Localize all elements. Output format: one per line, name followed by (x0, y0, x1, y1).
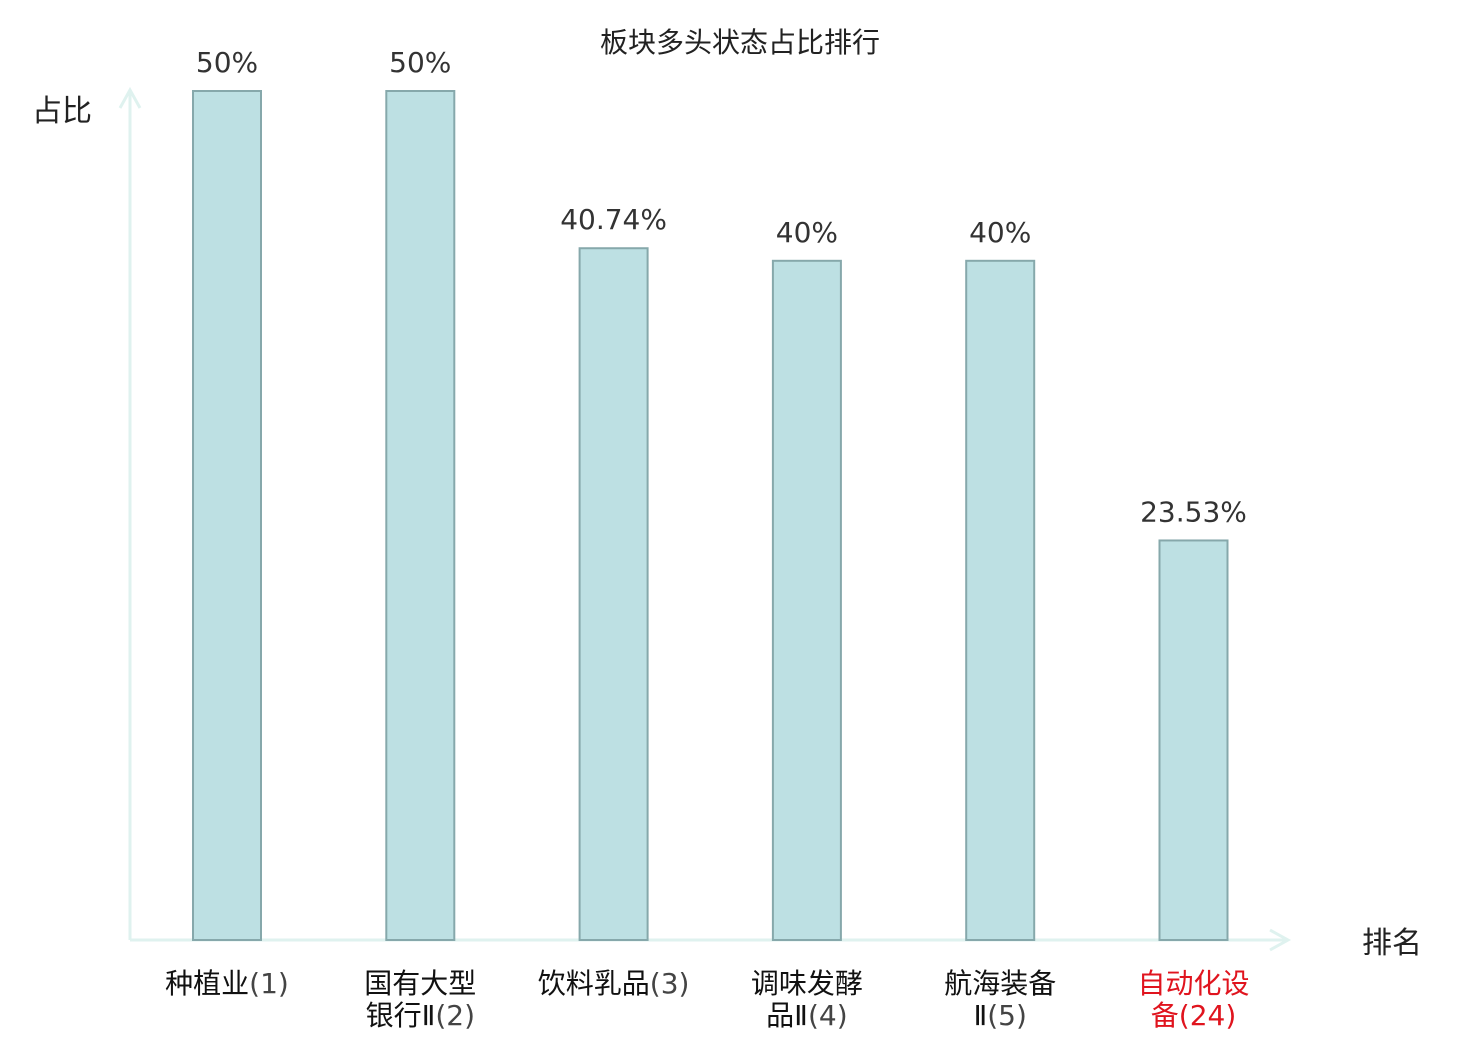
category-label: Ⅱ(5) (973, 999, 1026, 1032)
category-label: 国有大型 (364, 967, 476, 1000)
value-label: 40% (776, 216, 838, 249)
value-label: 23.53% (1140, 495, 1247, 528)
value-labels-group: 50% 50% 40.74% 40% 40% 23.53% (196, 46, 1247, 528)
category-label: 种植业(1) (165, 967, 289, 1000)
y-axis-label: 占比 (32, 94, 92, 129)
bar (965, 259, 1036, 941)
chart-title: 板块多头状态占比排行 (600, 26, 880, 59)
bars-group (192, 90, 1229, 941)
bar (1158, 539, 1229, 941)
bar (771, 259, 842, 941)
category-label: 银行Ⅱ(2) (366, 999, 475, 1032)
y-axis-arrow (118, 86, 142, 109)
x-axis-arrow (1269, 928, 1292, 952)
category-label: 品Ⅱ(4) (766, 999, 847, 1032)
value-label: 50% (389, 46, 451, 79)
value-label: 40.74% (560, 203, 667, 236)
category-label: 调味发酵 (751, 967, 863, 1000)
value-label: 40% (969, 216, 1031, 249)
category-label: 备(24) (1151, 999, 1237, 1032)
category-label: 自动化设 (1137, 967, 1249, 1000)
category-label: 航海装备 (944, 967, 1056, 1000)
bar (578, 247, 649, 941)
bar (385, 90, 456, 941)
category-label: 饮料乳品(3) (538, 967, 690, 1000)
bar (192, 90, 262, 941)
x-axis-label: 排名 (1362, 926, 1422, 961)
value-label: 50% (196, 46, 258, 79)
